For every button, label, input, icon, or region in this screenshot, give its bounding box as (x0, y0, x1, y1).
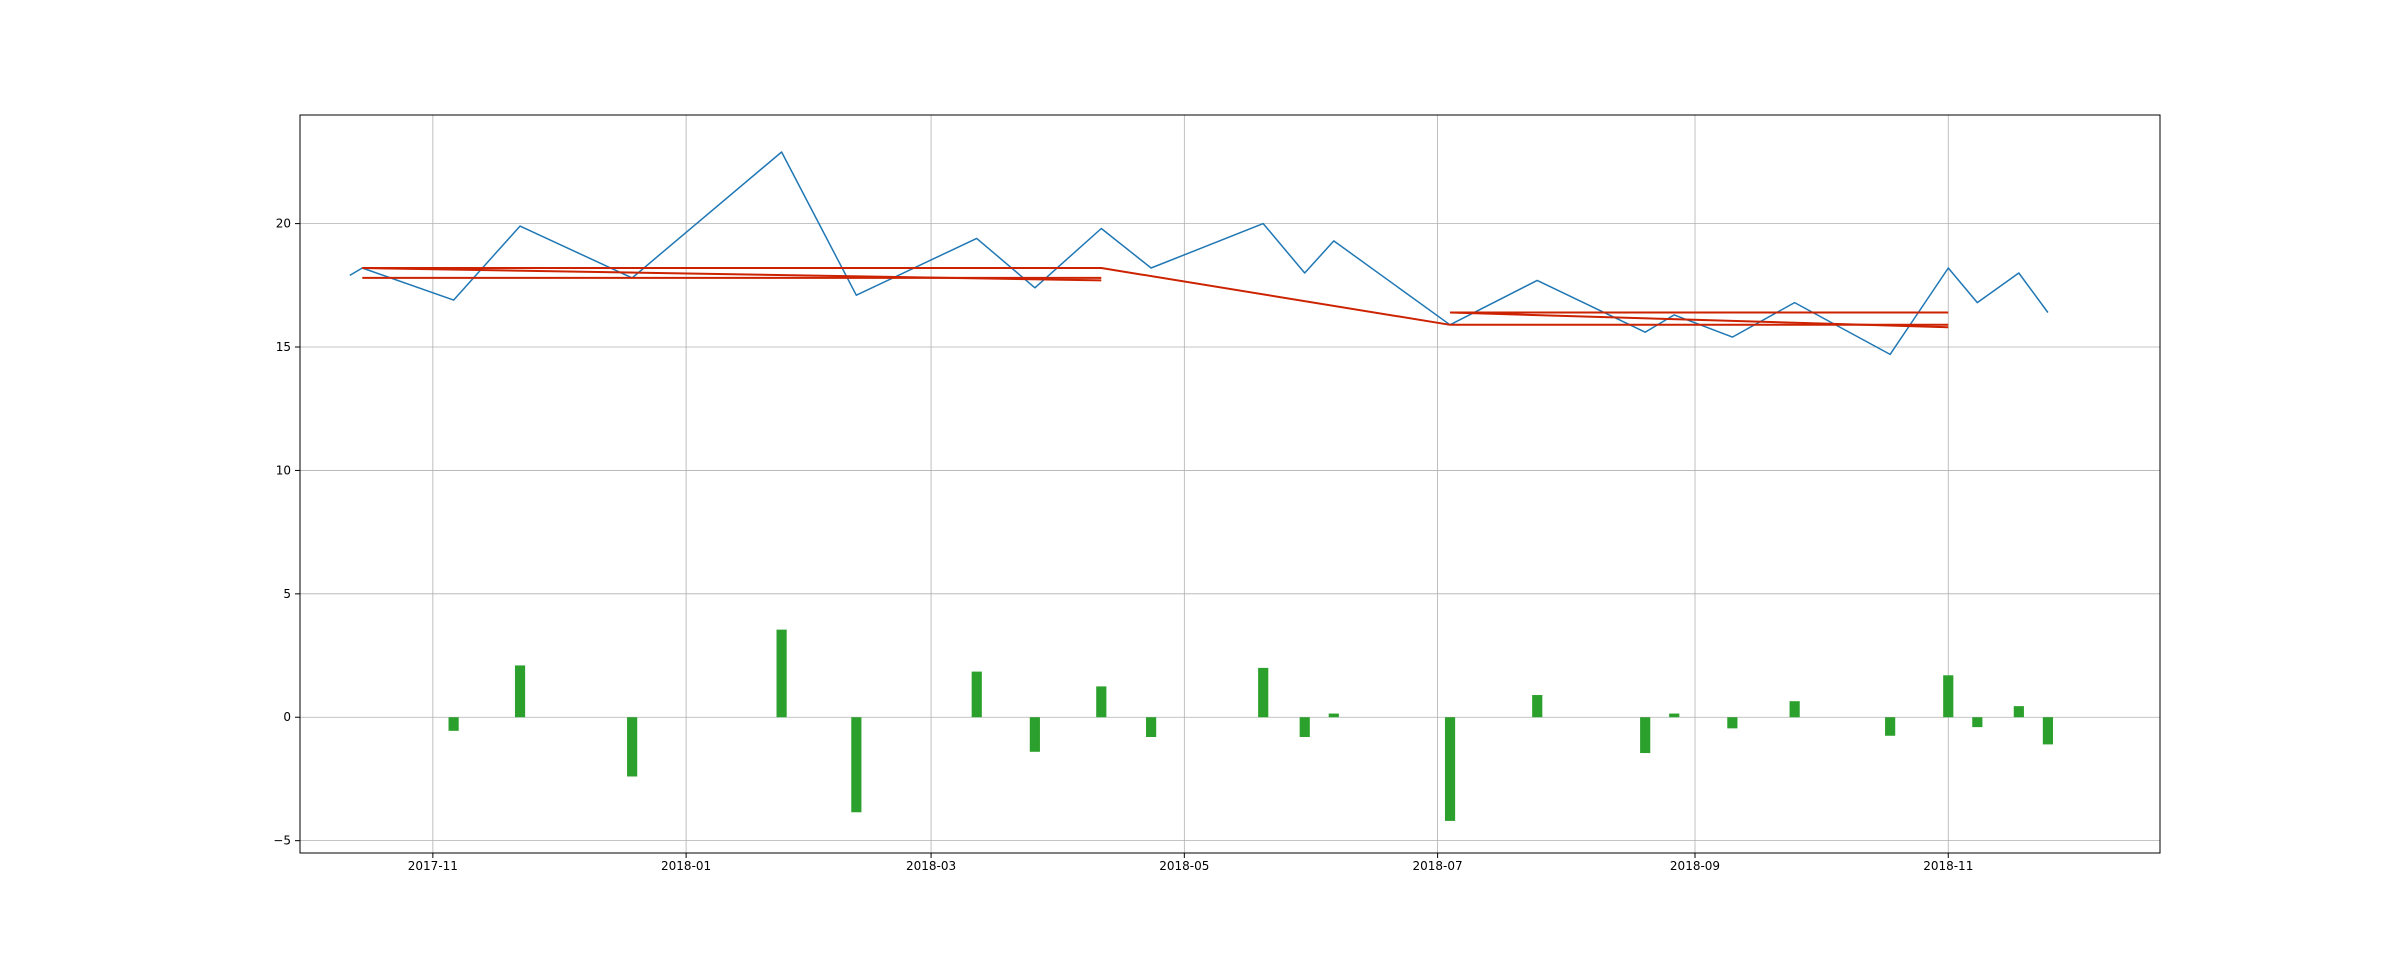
bar (1669, 713, 1680, 718)
bar (1727, 717, 1738, 729)
x-tick-label: 2018-03 (906, 859, 956, 873)
line-series (349, 151, 2049, 356)
bar (1029, 717, 1040, 752)
x-tick-label: 2018-05 (1159, 859, 1209, 873)
trend-line (362, 267, 1102, 282)
y-tick-label: 20 (276, 217, 291, 231)
y-tick-label: 15 (276, 340, 291, 354)
bar (514, 665, 526, 718)
bar (2042, 717, 2053, 745)
y-tick-label: 5 (283, 587, 291, 601)
bar (971, 671, 982, 718)
y-tick-label: 10 (276, 463, 291, 477)
grid (300, 115, 2160, 853)
x-tick-label: 2018-11 (1923, 859, 1973, 873)
trend-line (362, 267, 1949, 326)
axis-ticks: 2017-11 2018-01 2018-03 2018-05 2018-07 2018-… (273, 217, 1973, 873)
bar (627, 717, 638, 777)
bar (1972, 717, 1983, 728)
bar (1146, 717, 1157, 737)
x-tick-label: 2018-07 (1413, 859, 1463, 873)
bar (1789, 701, 1800, 718)
bar (1444, 717, 1456, 821)
bar-series (448, 629, 2053, 821)
plot-frame (299, 114, 2161, 854)
bar (1885, 717, 1896, 736)
x-tick-label: 2017-11 (408, 859, 458, 873)
bar (448, 717, 459, 731)
bar (1943, 675, 1954, 718)
bar (1258, 667, 1269, 718)
y-tick-label: −5 (273, 834, 291, 848)
trend-line (1449, 311, 1949, 329)
x-tick-label: 2018-01 (661, 859, 711, 873)
bar (1532, 695, 1543, 718)
bar (1096, 686, 1107, 718)
bar (1328, 713, 1339, 718)
bar (2013, 706, 2024, 718)
y-tick-label: 0 (283, 710, 291, 724)
x-tick-label: 2018-09 (1670, 859, 1720, 873)
bar (1640, 717, 1651, 754)
bar (776, 629, 787, 718)
bar (1299, 717, 1310, 737)
bar (851, 717, 862, 813)
